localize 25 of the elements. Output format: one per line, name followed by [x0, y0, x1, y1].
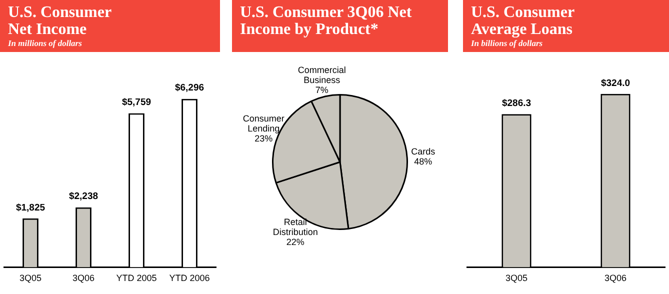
- x-tick-label: YTD 2005: [116, 273, 157, 284]
- data-label: 48%: [414, 156, 432, 166]
- x-tick-label: 3Q05: [505, 273, 528, 284]
- x-tick-label: 3Q05: [19, 273, 42, 284]
- chart-title: U.S. Consumer 3Q06 Net Income by Product*: [240, 4, 413, 38]
- chart-subtitle: In millions of dollars: [8, 38, 83, 48]
- data-label: 22%: [286, 236, 304, 247]
- x-tick-label: YTD 2006: [169, 273, 210, 284]
- data-label: $5,759: [122, 97, 152, 108]
- slice-label: Cards: [411, 146, 436, 156]
- data-label: $324.0: [600, 78, 630, 89]
- chart-title: U.S. Consumer Net Income: [8, 4, 112, 38]
- data-label: $1,825: [16, 202, 46, 214]
- data-label: $286.3: [502, 98, 532, 109]
- chart-title: U.S. Consumer Average Loans: [471, 4, 576, 38]
- x-tick-label: 3Q06: [72, 273, 95, 284]
- chart-subtitle: In billions of dollars: [471, 38, 544, 48]
- slice-label: Retail Distribution: [272, 216, 318, 237]
- data-label: 7%: [315, 85, 328, 96]
- data-label: 23%: [254, 133, 273, 144]
- slice-label: Commercial Business: [298, 65, 346, 86]
- data-label: $6,296: [174, 82, 204, 94]
- data-label: $2,238: [68, 191, 98, 202]
- slice-label: Consumer Lending: [242, 113, 284, 134]
- x-tick-label: 3Q06: [604, 273, 627, 284]
